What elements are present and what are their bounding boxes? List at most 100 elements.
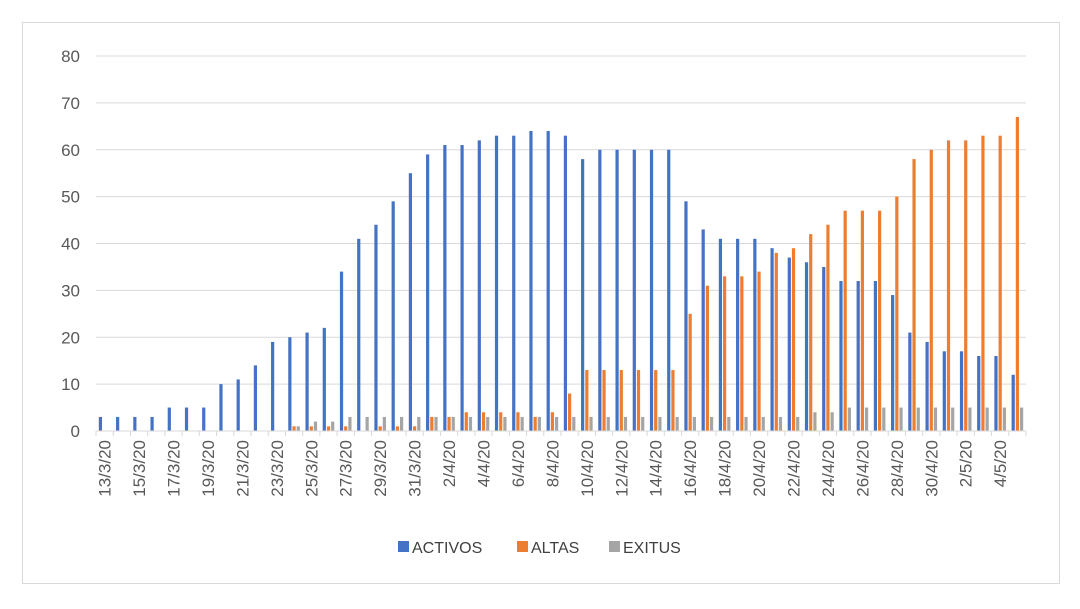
- bar-activos: [959, 351, 964, 431]
- bar-exitus: [537, 416, 541, 431]
- x-tick-label: 2/4/20: [440, 440, 459, 487]
- bar-activos: [253, 365, 258, 431]
- bar-activos: [581, 159, 585, 431]
- bar-activos: [925, 341, 929, 431]
- bar-altas: [481, 412, 486, 431]
- x-tick-label: 21/3/20: [233, 440, 252, 497]
- bar-activos: [167, 407, 171, 431]
- x-tick-label: 18/4/20: [716, 440, 735, 497]
- bar-exitus: [520, 416, 524, 431]
- bar-altas: [550, 412, 554, 431]
- x-tick-label: 19/3/20: [199, 440, 218, 497]
- y-tick-label: 50: [61, 188, 80, 207]
- bar-exitus: [675, 416, 679, 431]
- bar-activos: [391, 201, 395, 431]
- bar-activos: [701, 229, 705, 431]
- x-tick-label: 2/5/20: [957, 440, 976, 487]
- bar-activos: [98, 416, 103, 431]
- bar-exitus: [985, 407, 989, 431]
- bar-altas: [878, 210, 882, 431]
- x-tick-label: 28/4/20: [888, 440, 907, 497]
- y-tick-label: 60: [61, 141, 80, 160]
- bar-activos: [753, 238, 757, 431]
- bar-altas: [619, 370, 623, 431]
- bar-exitus: [1002, 407, 1006, 431]
- bar-exitus: [486, 416, 490, 431]
- bar-activos: [512, 135, 516, 431]
- bar-activos: [443, 145, 447, 431]
- y-tick-label: 0: [71, 422, 80, 441]
- bar-altas: [774, 252, 778, 431]
- bar-altas: [757, 271, 761, 431]
- bar-altas: [499, 412, 503, 431]
- bar-activos: [1011, 374, 1015, 431]
- bar-activos: [477, 140, 481, 431]
- bar-activos: [649, 149, 654, 431]
- bar-exitus: [968, 407, 972, 431]
- bar-altas: [860, 210, 864, 431]
- bar-altas: [464, 412, 468, 431]
- legend-swatch-altas: [517, 541, 528, 552]
- legend-label-exitus: EXITUS: [623, 540, 681, 557]
- bar-activos: [908, 332, 912, 431]
- x-tick-label: 4/4/20: [475, 440, 494, 487]
- bar-exitus: [331, 421, 335, 431]
- bar-exitus: [813, 412, 817, 431]
- x-axis: 13/3/20 15/3/20 17/3/20 19/3/20 21/3/20 23/3/…: [95, 430, 1027, 497]
- bar-exitus: [417, 416, 421, 431]
- bar-activos: [271, 341, 275, 431]
- bar-activos: [494, 135, 499, 431]
- bar-altas: [929, 149, 933, 431]
- x-tick-label: 29/3/20: [371, 440, 390, 497]
- x-tick-label: 25/3/20: [302, 440, 321, 497]
- bar-exitus: [933, 407, 938, 431]
- bar-activos: [408, 173, 413, 431]
- x-tick-label: 14/4/20: [647, 440, 666, 497]
- bar-activos: [202, 407, 206, 431]
- y-tick-label: 70: [61, 94, 80, 113]
- x-tick-label: 22/4/20: [785, 440, 804, 497]
- bar-altas: [636, 370, 641, 431]
- y-tick-label: 40: [61, 235, 80, 254]
- bar-altas: [309, 426, 313, 431]
- x-tick-label: 30/4/20: [922, 440, 941, 497]
- bar-activos: [891, 295, 895, 431]
- bar-activos: [529, 131, 533, 431]
- x-tick-label: 31/3/20: [406, 440, 425, 497]
- bar-altas: [585, 370, 589, 431]
- bar-exitus: [916, 407, 920, 431]
- bar-activos: [632, 149, 636, 431]
- bar-exitus: [451, 416, 455, 431]
- bar-exitus: [709, 416, 714, 431]
- bar-altas: [740, 276, 744, 431]
- bar-altas: [912, 159, 916, 431]
- x-tick-label: 10/4/20: [578, 440, 597, 497]
- bar-exitus: [468, 416, 473, 431]
- bar-activos: [787, 257, 791, 431]
- bar-exitus: [658, 416, 662, 431]
- bar-altas: [843, 210, 847, 431]
- bar-exitus: [365, 416, 369, 431]
- bar-altas: [688, 313, 692, 431]
- bar-activos: [219, 384, 223, 431]
- bar-activos: [288, 337, 292, 431]
- x-tick-label: 16/4/20: [681, 440, 700, 497]
- bar-exitus: [796, 416, 800, 431]
- y-axis-ticks: 0 10 20 30 40 50 60 70 80: [61, 47, 80, 441]
- y-tick-label: 30: [61, 281, 80, 300]
- bar-activos: [150, 416, 154, 431]
- bar-exitus: [641, 416, 645, 431]
- bar-activos: [305, 332, 309, 431]
- x-tick-label: 27/3/20: [337, 440, 356, 497]
- bar-altas: [654, 370, 658, 431]
- bar-activos: [873, 281, 878, 431]
- bar-exitus: [882, 407, 886, 431]
- bar-activos: [563, 135, 568, 431]
- bar-exitus: [778, 416, 783, 431]
- gridlines: [96, 55, 1026, 432]
- bar-activos: [856, 281, 860, 431]
- bar-activos: [357, 238, 361, 431]
- bar-exitus: [727, 416, 731, 431]
- chart-frame: [22, 22, 1060, 584]
